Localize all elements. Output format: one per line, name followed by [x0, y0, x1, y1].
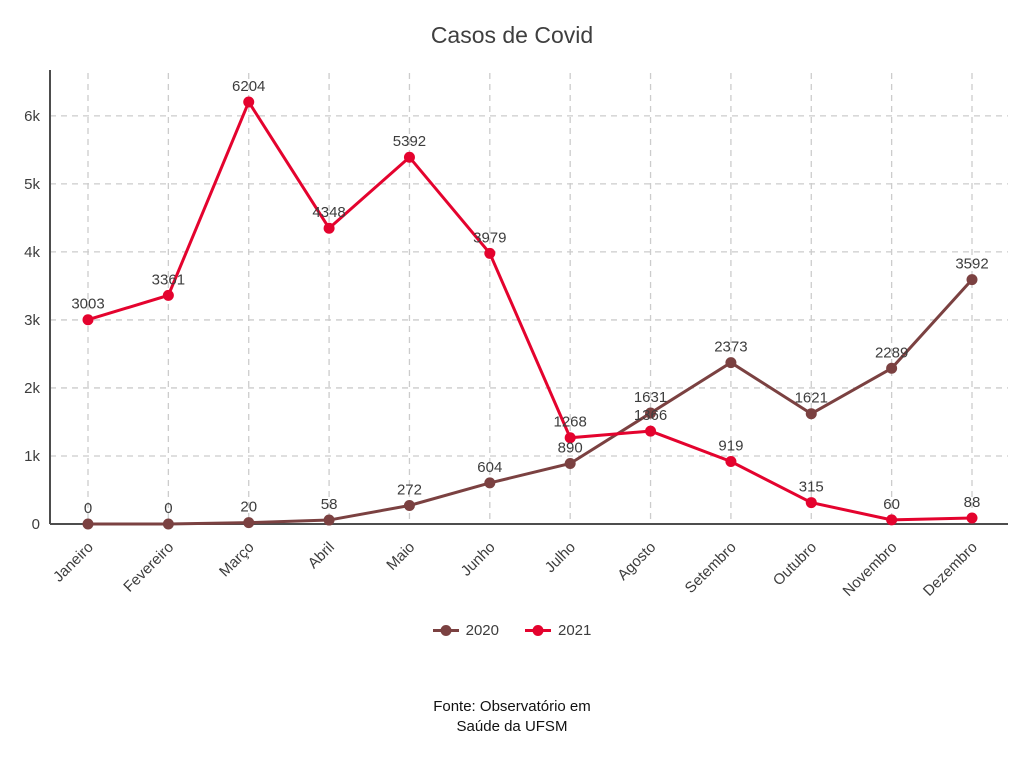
value-label: 6204 [232, 78, 265, 95]
data-point-2020[interactable] [484, 477, 496, 489]
x-tick-label: Dezembro [920, 539, 981, 600]
data-point-2021[interactable] [725, 455, 737, 467]
series-line-2021 [87, 98, 973, 522]
data-point-2020[interactable] [403, 499, 415, 511]
data-point-2020[interactable] [645, 407, 657, 419]
legend: 2020 2021 [0, 622, 1024, 639]
data-point-2020[interactable] [564, 457, 576, 469]
value-label: 272 [397, 481, 422, 498]
value-label: 1631 [634, 389, 667, 406]
data-point-2021[interactable] [886, 514, 898, 526]
data-point-2020[interactable] [725, 357, 737, 369]
value-label: 0 [164, 500, 172, 517]
value-label: 58 [321, 496, 338, 513]
source-note: Fonte: Observatório em Saúde da UFSM [0, 697, 1024, 737]
value-label: 604 [477, 459, 502, 476]
value-label: 88 [964, 494, 981, 511]
x-tick-label: Maio [383, 539, 418, 574]
legend-label-2020: 2020 [465, 622, 499, 639]
y-tick-label: 1k [24, 448, 40, 465]
legend-marker-2021 [525, 625, 551, 636]
data-point-2020[interactable] [886, 362, 898, 374]
value-label: 0 [84, 500, 92, 517]
x-tick-label: Setembro [682, 539, 740, 597]
y-tick-label: 6k [24, 108, 40, 125]
source-line-1: Fonte: Observatório em [433, 698, 591, 715]
value-label: 3361 [152, 271, 185, 288]
value-label: 3003 [71, 296, 104, 313]
chart-title: Casos de Covid [430, 22, 594, 48]
x-tick-label: Novembro [840, 539, 901, 600]
data-point-2021[interactable] [805, 497, 817, 509]
data-point-2020[interactable] [323, 514, 335, 526]
value-label: 3592 [955, 256, 988, 273]
x-tick-label: Outubro [770, 539, 820, 589]
x-tick-label: Janeiro [50, 539, 97, 586]
data-point-2020[interactable] [966, 274, 978, 286]
value-label: 315 [799, 479, 824, 496]
y-tick-label: 0 [32, 516, 40, 533]
data-point-2021[interactable] [82, 314, 94, 326]
value-label: 4348 [312, 204, 345, 221]
value-label: 20 [240, 499, 257, 516]
data-point-2021[interactable] [966, 512, 978, 524]
x-tick-label: Março [216, 539, 257, 580]
value-label: 5392 [393, 133, 426, 150]
data-point-2021[interactable] [564, 432, 576, 444]
data-point-2021[interactable] [403, 151, 415, 163]
value-label: 1366 [634, 407, 667, 424]
value-label: 1268 [553, 414, 586, 431]
data-point-2021[interactable] [484, 247, 496, 259]
data-point-2020[interactable] [805, 408, 817, 420]
x-tick-label: Abril [305, 539, 338, 572]
data-point-2020[interactable] [243, 517, 255, 529]
y-tick-label: 5k [24, 176, 40, 193]
x-tick-label: Agosto [614, 539, 659, 584]
value-label: 3979 [473, 229, 506, 246]
source-line-2: Saúde da UFSM [456, 718, 568, 735]
series-line-2020 [88, 278, 974, 526]
legend-item-2020[interactable]: 2020 [432, 622, 499, 639]
y-tick-label: 2k [24, 380, 40, 397]
legend-item-2021[interactable]: 2021 [525, 622, 591, 639]
y-tick-label: 4k [24, 244, 40, 261]
value-label: 2373 [714, 339, 747, 356]
y-tick-label: 3k [24, 312, 40, 329]
value-label: 890 [558, 439, 583, 456]
data-point-2021[interactable] [645, 425, 657, 437]
x-tick-label: Junho [458, 539, 499, 580]
value-label: 919 [718, 437, 743, 454]
legend-label-2021: 2021 [558, 622, 592, 639]
data-point-2021[interactable] [323, 222, 335, 234]
value-label: 1621 [795, 390, 828, 407]
data-point-2020[interactable] [162, 518, 174, 530]
value-label: 2289 [875, 344, 908, 361]
data-point-2020[interactable] [82, 518, 94, 530]
x-tick-label: Fevereiro [120, 539, 177, 596]
data-point-2021[interactable] [162, 289, 174, 301]
covid-line-chart: 0 1k 2k 3k 4k 5k 6k Janeiro Fevereiro Março Abril M… [24, 70, 1008, 600]
value-label: 60 [883, 496, 900, 513]
legend-marker-2020 [432, 625, 459, 636]
data-point-2021[interactable] [243, 96, 255, 108]
x-tick-label: Julho [542, 539, 579, 576]
